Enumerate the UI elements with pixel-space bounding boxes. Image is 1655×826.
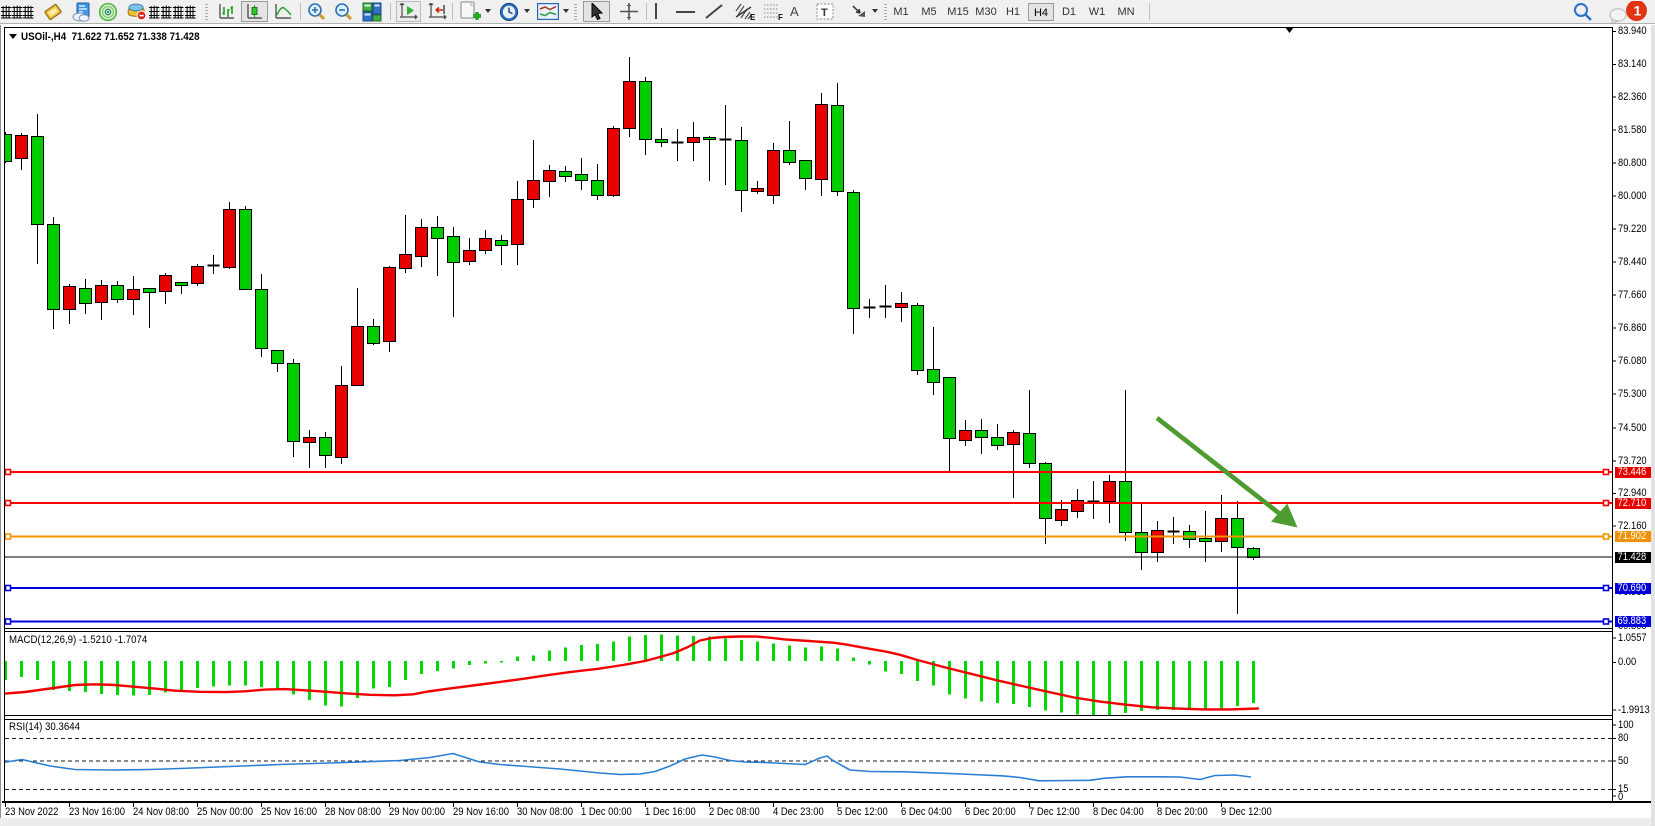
svg-text:T: T xyxy=(821,7,828,19)
svg-text:F: F xyxy=(778,13,783,21)
svg-text:E: E xyxy=(750,13,756,21)
svg-text:1: 1 xyxy=(1634,3,1642,19)
